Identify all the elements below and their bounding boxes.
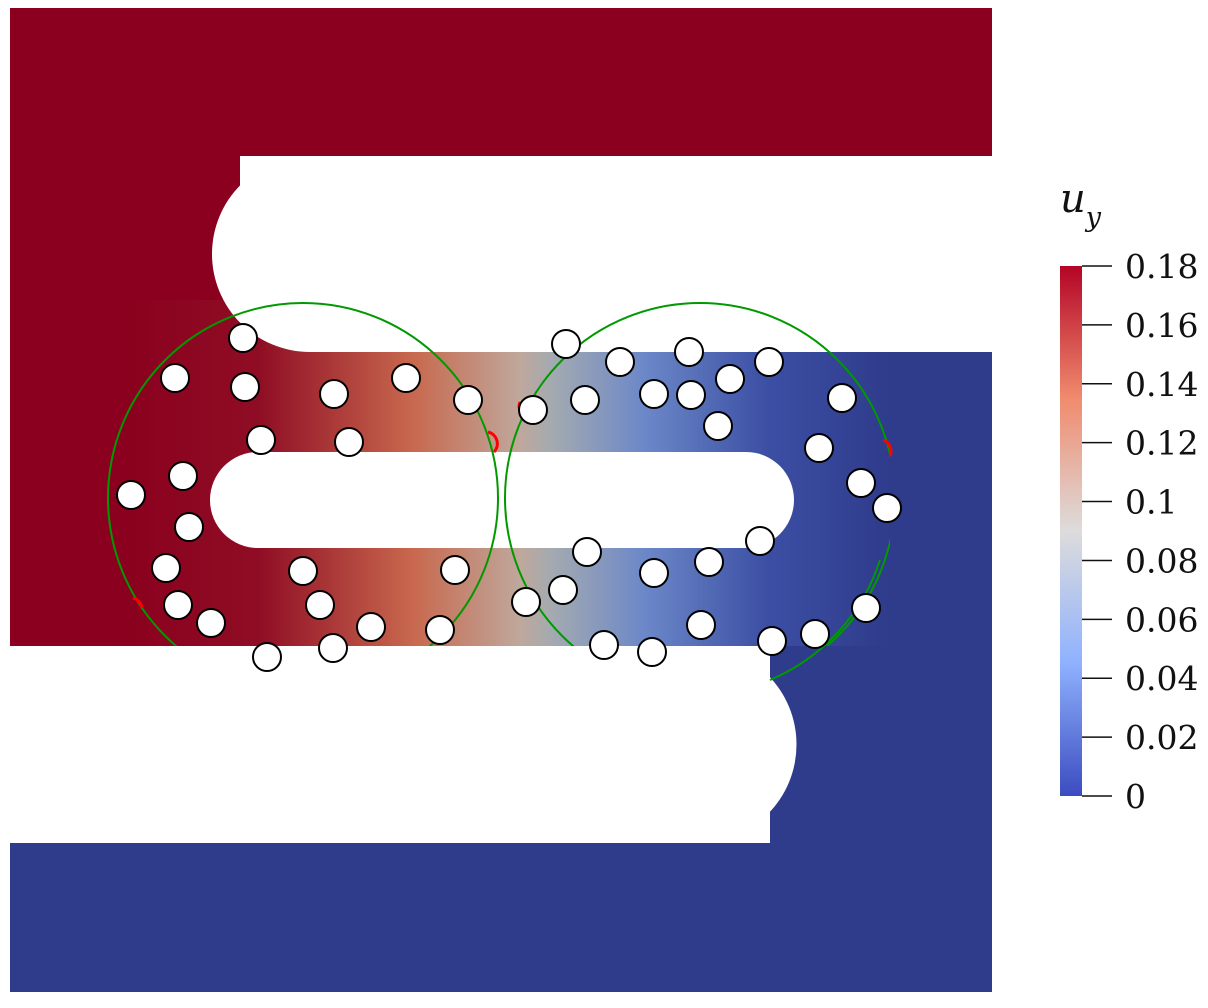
particle (872, 493, 902, 523)
particle (319, 379, 349, 409)
particle (851, 593, 881, 623)
particle (246, 425, 276, 455)
particle (800, 619, 830, 649)
particle (639, 558, 669, 588)
particle (334, 427, 364, 457)
particle (551, 329, 581, 359)
upper-slot (212, 156, 1000, 352)
particle (453, 385, 483, 415)
particle (168, 461, 198, 491)
colorbar-tick-label: 0.06 (1125, 600, 1198, 639)
particle (754, 347, 784, 377)
particle (160, 363, 190, 393)
particle (745, 526, 775, 556)
simulation-domain (0, 8, 1000, 992)
particle (252, 642, 282, 672)
particle (318, 633, 348, 663)
particle (570, 385, 600, 415)
colorbar: uy 0.18 0.16 0.14 0.12 0.1 0.08 0.06 0.04 0.02 0 (1060, 176, 1198, 816)
particle (827, 383, 857, 413)
particle (356, 612, 386, 642)
bottom-plate (10, 843, 992, 992)
particle (804, 433, 834, 463)
interface-circles (107, 302, 890, 646)
particle (425, 615, 455, 645)
colorbar-ticks: 0.18 0.16 0.14 0.12 0.1 0.08 0.06 0.04 0.02 0 (1082, 247, 1198, 816)
middle-slot (210, 452, 794, 548)
contact-arc (132, 596, 144, 609)
particle (116, 480, 146, 510)
particle (151, 553, 181, 583)
particle (228, 323, 258, 353)
particle (548, 575, 578, 605)
particle (174, 512, 204, 542)
particle (639, 379, 669, 409)
colorbar-gradient (1060, 266, 1082, 796)
particle (391, 363, 421, 393)
particle (589, 630, 619, 660)
particle (676, 380, 706, 410)
particle (511, 587, 541, 617)
right-interface-circle (504, 302, 890, 646)
particle (674, 337, 704, 367)
particle (757, 626, 787, 656)
particle (694, 547, 724, 577)
colorbar-tick-label: 0.1 (1125, 483, 1177, 522)
particles (116, 323, 902, 672)
colorbar-title: uy (1060, 176, 1102, 233)
left-interface-circle (107, 302, 499, 646)
colorbar-tick-label: 0.04 (1125, 659, 1198, 698)
contact-arc (882, 438, 893, 457)
colorbar-tick-label: 0.16 (1125, 306, 1198, 345)
colorbar-tick-label: 0.08 (1125, 541, 1198, 580)
particle (715, 364, 745, 394)
particle (163, 590, 193, 620)
particle (305, 590, 335, 620)
lower-slot (0, 646, 797, 843)
particle (703, 411, 733, 441)
particle (288, 556, 318, 586)
colorbar-tick-label: 0.18 (1125, 247, 1198, 286)
colorbar-tick-label: 0.02 (1125, 718, 1198, 757)
colorbar-tick-label: 0.14 (1125, 365, 1198, 404)
colorbar-tick-label: 0 (1125, 777, 1146, 816)
colorbar-tick-label: 0.12 (1125, 424, 1198, 463)
contact-arc (487, 430, 499, 454)
colorbar-title-symbol: u (1060, 176, 1086, 222)
particle (605, 347, 635, 377)
particle (230, 372, 260, 402)
particle (637, 637, 667, 667)
colorbar-title-subscript: y (1085, 202, 1102, 233)
particle (518, 395, 548, 425)
particle (686, 610, 716, 640)
particle (846, 468, 876, 498)
particle (196, 608, 226, 638)
particle (572, 537, 602, 567)
particle (440, 555, 470, 585)
right-interface-arc-outside (769, 559, 881, 681)
